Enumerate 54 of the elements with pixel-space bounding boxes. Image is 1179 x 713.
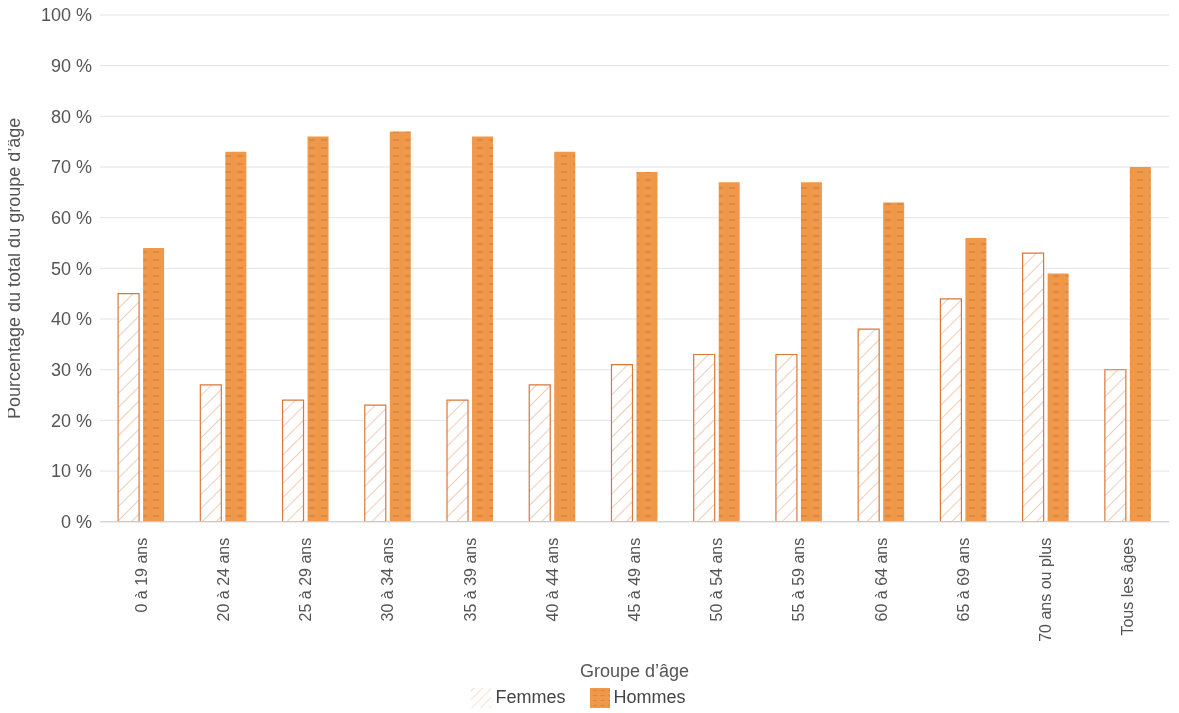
bar — [883, 202, 905, 522]
bar — [1047, 273, 1069, 522]
x-tick-label: 65 à 69 ans — [954, 537, 972, 622]
bar — [117, 293, 140, 522]
bar — [281, 399, 305, 522]
bar — [718, 182, 740, 522]
bar — [857, 328, 880, 522]
y-tick-label: 100 % — [40, 5, 92, 26]
y-tick-label: 50 % — [50, 258, 92, 279]
y-tick-label: 90 % — [50, 56, 92, 77]
bar — [636, 172, 658, 522]
bar — [775, 353, 798, 522]
bar — [965, 237, 987, 522]
bar — [389, 131, 411, 522]
bar — [528, 384, 551, 522]
bar — [1104, 369, 1127, 522]
bar — [610, 364, 634, 522]
bar — [800, 182, 822, 522]
x-tick-label: 35 à 39 ans — [461, 537, 479, 622]
y-tick-label: 70 % — [50, 157, 92, 178]
y-axis-title: Pourcentage du total du groupe d’âge — [4, 117, 25, 419]
x-tick-label: 40 à 44 ans — [543, 537, 561, 622]
bar — [307, 136, 329, 522]
y-tick-label: 30 % — [50, 360, 92, 381]
legend-label: Femmes — [495, 686, 566, 707]
y-tick-label: 40 % — [50, 309, 92, 330]
legend-label: Hommes — [613, 686, 686, 707]
x-tick-label: 25 à 29 ans — [297, 537, 315, 622]
x-tick-label: 55 à 59 ans — [790, 537, 808, 622]
x-axis-title: Groupe d’âge — [579, 660, 690, 681]
bar — [446, 399, 469, 522]
bar — [1129, 167, 1151, 522]
x-tick-label: 60 à 64 ans — [872, 537, 890, 622]
x-tick-label: Tous les âges — [1119, 537, 1137, 636]
x-tick-label: 0 à 19 ans — [132, 537, 150, 613]
bar — [364, 404, 387, 522]
y-tick-label: 0 % — [60, 512, 92, 533]
bar — [693, 353, 716, 522]
x-tick-label: 45 à 49 ans — [626, 537, 643, 622]
y-tick-label: 20 % — [50, 410, 92, 431]
x-tick-label: 70 ans ou plus — [1037, 537, 1055, 642]
y-tick-label: 10 % — [50, 461, 92, 482]
x-tick-label: 50 à 54 ans — [708, 537, 726, 622]
bar — [199, 384, 222, 522]
bar — [225, 151, 247, 522]
bar — [939, 298, 962, 522]
x-tick-label: 20 à 24 ans — [214, 537, 232, 622]
x-tick-label: 30 à 34 ans — [379, 537, 397, 622]
y-tick-label: 80 % — [50, 106, 92, 127]
bar — [1022, 252, 1045, 522]
y-tick-label: 60 % — [50, 208, 92, 229]
bar — [554, 151, 576, 522]
bar — [143, 248, 165, 522]
bar — [472, 136, 494, 522]
